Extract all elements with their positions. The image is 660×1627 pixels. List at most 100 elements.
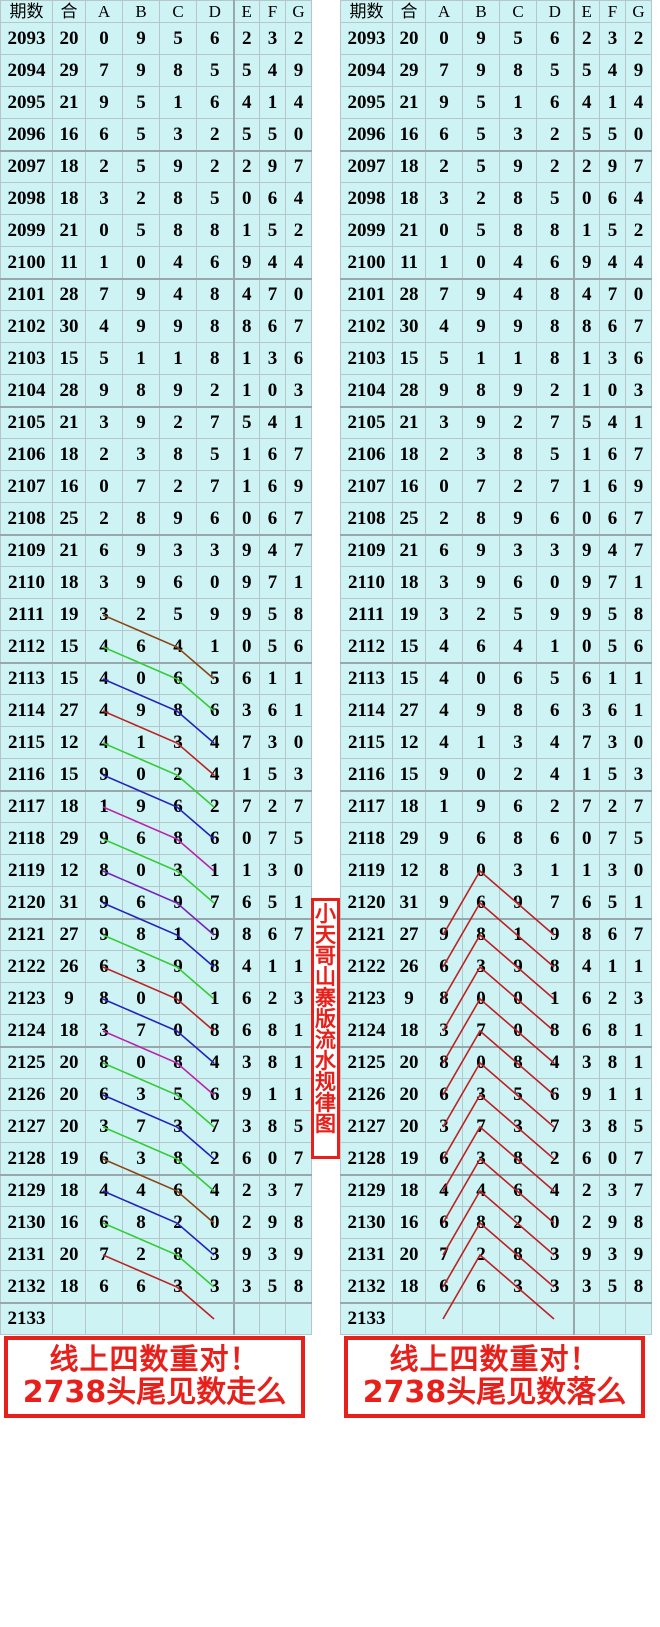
cell-d: 8 [536, 214, 575, 247]
cell-e: 0 [573, 502, 600, 535]
cell-f: 6 [599, 502, 626, 535]
cell-b: 0 [462, 246, 500, 279]
cell-d: 6 [536, 694, 575, 727]
table-row: 2133 [340, 1301, 652, 1335]
cell-e: 1 [233, 758, 260, 791]
cell-sum: 20 [52, 1238, 86, 1271]
cell-g: 7 [625, 438, 652, 471]
cell-c: 0 [159, 982, 197, 1015]
cell-period: 2098 [0, 182, 53, 215]
cell-sum: 25 [52, 502, 86, 535]
cell-period: 2107 [0, 470, 53, 503]
header-a: A [85, 0, 123, 23]
data-table-left: 期数 合 A B C D E F G 2093 20 0 9 5 6 2 3 2 2094 29 7 9… [0, 0, 312, 1335]
cell-period: 2100 [340, 246, 393, 279]
cell-e: 8 [573, 310, 600, 343]
cell-f: 5 [259, 118, 286, 151]
cell-a: 1 [425, 789, 463, 823]
cell-a: 4 [425, 630, 463, 663]
cell-d: 5 [536, 438, 575, 471]
cell-g: 9 [625, 470, 652, 503]
cell-f: 3 [259, 1238, 286, 1271]
cell-d: 1 [536, 982, 575, 1015]
cell-period: 2123 [0, 982, 53, 1015]
cell-b: 9 [122, 566, 160, 599]
table-row: 2113 15 4 0 6 5 6 1 1 [340, 661, 652, 695]
cell-c: 6 [499, 789, 537, 823]
table-row: 2101 28 7 9 4 8 4 7 0 [340, 277, 652, 311]
cell-sum: 21 [392, 405, 426, 439]
cell-a: 1 [425, 246, 463, 279]
cell-d: 8 [536, 310, 575, 343]
table-row: 2102 30 4 9 9 8 8 6 7 [0, 310, 312, 343]
cell-e: 2 [573, 1206, 600, 1239]
cell-e: 3 [573, 1110, 600, 1143]
cell-f: 3 [259, 1173, 286, 1207]
cell-b: 9 [122, 22, 160, 55]
cell-c: 8 [159, 694, 197, 727]
cell-period: 2128 [340, 1142, 393, 1175]
cell-period: 2106 [340, 438, 393, 471]
table-row: 2122 26 6 3 9 8 4 1 1 [0, 950, 312, 983]
cell-e: 6 [233, 886, 260, 919]
cell-sum: 12 [52, 854, 86, 887]
cell-c: 2 [499, 405, 537, 439]
cell-g: 9 [285, 54, 312, 87]
cell-a: 1 [85, 246, 123, 279]
cell-sum: 21 [52, 214, 86, 247]
cell-g: 1 [285, 566, 312, 599]
cell-a: 6 [425, 533, 463, 567]
cell-c: 3 [499, 726, 537, 759]
table-row: 2106 18 2 3 8 5 1 6 7 [340, 438, 652, 471]
cell-g: 1 [625, 1078, 652, 1111]
cell-d: 6 [196, 1078, 235, 1111]
cell-c: 6 [499, 1173, 537, 1207]
cell-period: 2120 [340, 886, 393, 919]
cell-period: 2108 [340, 502, 393, 535]
table-header-row: 期数 合 A B C D E F G [0, 0, 312, 23]
cell-a: 6 [425, 1142, 463, 1175]
cell-period: 2128 [0, 1142, 53, 1175]
header-d: D [196, 0, 235, 23]
cell-g: 2 [285, 22, 312, 55]
cell-period: 2116 [340, 758, 393, 791]
cell-g: 4 [285, 86, 312, 119]
cell-period: 2112 [340, 630, 393, 663]
cell-c: 6 [159, 661, 197, 695]
cell-period: 2099 [340, 214, 393, 247]
cell-f: 3 [599, 1173, 626, 1207]
cell-sum: 18 [52, 149, 86, 183]
cell-a: 6 [425, 1270, 463, 1303]
cell-b: 9 [122, 694, 160, 727]
cell-period: 2103 [0, 342, 53, 375]
cell-f: 5 [599, 214, 626, 247]
cell-sum: 16 [52, 470, 86, 503]
cell-d: 2 [536, 1142, 575, 1175]
cell-a: 2 [85, 438, 123, 471]
cell-period: 2127 [0, 1110, 53, 1143]
cell-period: 2111 [340, 598, 393, 631]
table-row: 2103 15 5 1 1 8 1 3 6 [0, 342, 312, 375]
cell-c: 8 [499, 1142, 537, 1175]
cell-b: 2 [122, 182, 160, 215]
cell-sum: 15 [392, 630, 426, 663]
cell-g: 2 [625, 22, 652, 55]
cell-b: 6 [462, 630, 500, 663]
cell-d: 9 [196, 917, 235, 951]
cell-a: 8 [85, 854, 123, 887]
table-row: 2101 28 7 9 4 8 4 7 0 [0, 277, 312, 311]
cell-f: 7 [599, 277, 626, 311]
cell-b: 7 [122, 470, 160, 503]
cell-d: 7 [536, 470, 575, 503]
cell-b: 6 [462, 886, 500, 919]
cell-g: 7 [625, 310, 652, 343]
cell-f: 5 [599, 886, 626, 919]
cell-e: 2 [573, 22, 600, 55]
cell-b: 8 [462, 1206, 500, 1239]
cell-f: 8 [599, 1045, 626, 1079]
cell-d: 2 [536, 374, 575, 407]
cell-period: 2112 [0, 630, 53, 663]
cell-c: 8 [499, 54, 537, 87]
table-row: 2095 21 9 5 1 6 4 1 4 [0, 86, 312, 119]
footer-banner-right: 线上四数重对！ 2738头尾见数落么 [344, 1336, 645, 1418]
